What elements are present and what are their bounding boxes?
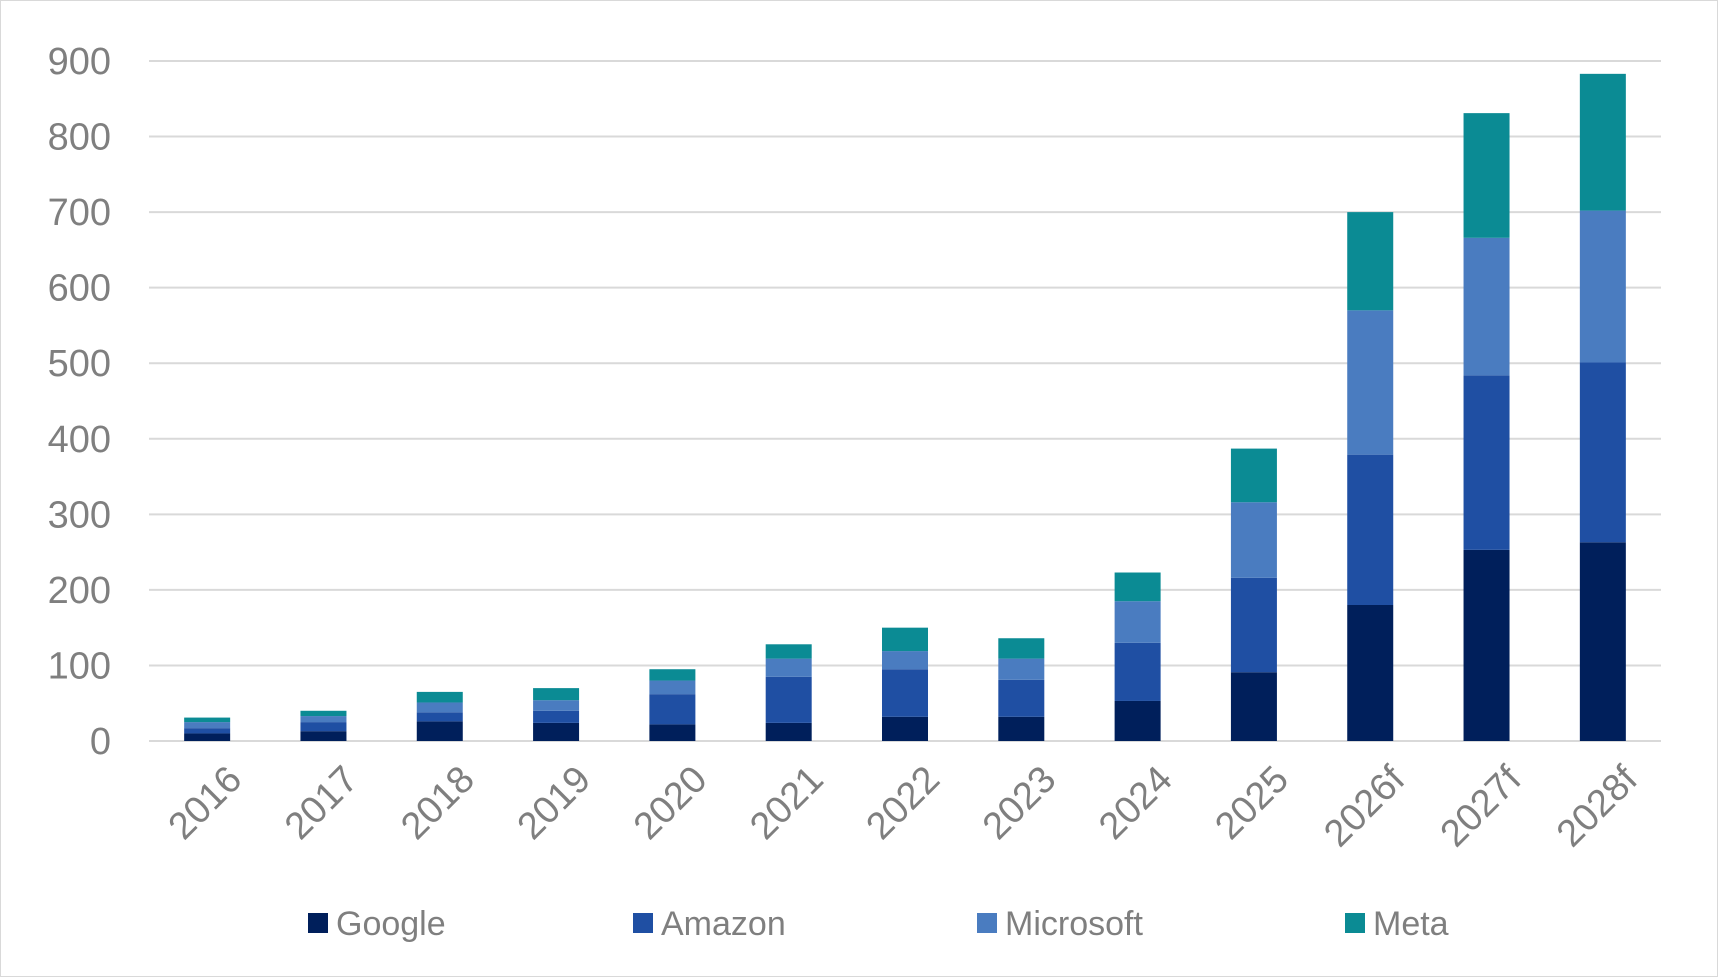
bar-microsoft-2016 xyxy=(184,722,231,729)
y-tick-label: 0 xyxy=(90,721,111,763)
legend-label: Amazon xyxy=(661,905,786,943)
bar-amazon-2019 xyxy=(533,710,580,723)
bar-amazon-2021 xyxy=(765,676,812,723)
bars xyxy=(184,73,1626,741)
bar-google-2025 xyxy=(1230,672,1277,741)
bar-google-2023 xyxy=(998,716,1045,741)
legend-item-microsoft: Microsoft xyxy=(977,905,1143,943)
bar-meta-2027f xyxy=(1463,113,1510,238)
bar-meta-2016 xyxy=(184,717,231,723)
bar-google-2024 xyxy=(1114,700,1161,741)
y-tick-label: 700 xyxy=(48,192,111,234)
bar-microsoft-2027f xyxy=(1463,237,1510,376)
bar-microsoft-2020 xyxy=(649,680,696,695)
bar-meta-2021 xyxy=(765,644,812,659)
bar-meta-2026f xyxy=(1347,212,1394,311)
bar-amazon-2026f xyxy=(1347,454,1394,605)
legend-swatch-amazon xyxy=(633,913,653,933)
x-tick-label: 2027f xyxy=(1433,758,1530,855)
bar-google-2021 xyxy=(765,722,812,741)
x-tick-label: 2028f xyxy=(1549,758,1646,855)
bar-meta-2017 xyxy=(300,710,347,717)
bar-google-2022 xyxy=(882,716,928,741)
x-tick-label: 2020 xyxy=(626,758,715,847)
bar-microsoft-2026f xyxy=(1347,310,1394,455)
legend-label: Google xyxy=(336,905,446,943)
x-tick-label: 2016 xyxy=(161,758,250,847)
gridlines xyxy=(149,60,1661,742)
x-axis-ticks: 2016 2017 2018 2019 2020 2021 2022 2023 2024 2025… xyxy=(161,758,1646,855)
bar-microsoft-2025 xyxy=(1230,502,1277,578)
y-tick-label: 800 xyxy=(48,117,111,159)
bar-amazon-2023 xyxy=(998,679,1045,717)
x-tick-label: 2019 xyxy=(510,758,599,847)
bar-amazon-2025 xyxy=(1230,577,1277,673)
bar-amazon-2028f xyxy=(1579,362,1626,543)
bar-google-2016 xyxy=(184,733,231,741)
bar-amazon-2020 xyxy=(649,694,696,725)
bar-amazon-2022 xyxy=(882,669,928,717)
x-tick-label: 2022 xyxy=(859,758,948,847)
bar-google-2028f xyxy=(1579,542,1626,741)
legend: Google Amazon Microsoft Meta xyxy=(308,905,1449,943)
legend-item-google: Google xyxy=(308,905,446,943)
bar-meta-2023 xyxy=(998,638,1045,659)
bar-meta-2019 xyxy=(533,688,580,701)
legend-swatch-google xyxy=(308,913,328,933)
x-tick-label: 2023 xyxy=(975,758,1064,847)
bar-microsoft-2022 xyxy=(882,651,928,670)
bar-meta-2024 xyxy=(1114,572,1161,602)
bar-amazon-2027f xyxy=(1463,375,1510,550)
bar-amazon-2024 xyxy=(1114,642,1161,701)
bar-meta-2025 xyxy=(1230,448,1277,503)
x-tick-label: 2025 xyxy=(1207,758,1296,847)
bar-google-2026f xyxy=(1347,605,1394,741)
bar-amazon-2018 xyxy=(416,712,463,722)
bar-google-2027f xyxy=(1463,549,1510,741)
bar-google-2020 xyxy=(649,724,696,741)
bar-amazon-2016 xyxy=(184,728,231,734)
legend-item-amazon: Amazon xyxy=(633,905,786,943)
y-tick-label: 500 xyxy=(48,343,111,385)
y-tick-label: 300 xyxy=(48,494,111,536)
legend-item-meta: Meta xyxy=(1345,905,1449,943)
y-axis-ticks: 0 100 200 300 400 500 600 700 800 900 xyxy=(48,41,111,763)
bar-google-2018 xyxy=(416,721,463,741)
y-tick-label: 400 xyxy=(48,419,111,461)
bar-google-2017 xyxy=(300,731,347,741)
bar-google-2019 xyxy=(533,722,580,741)
x-tick-label: 2017 xyxy=(277,758,366,847)
bar-meta-2022 xyxy=(882,627,928,652)
bar-microsoft-2021 xyxy=(765,658,812,677)
bar-meta-2028f xyxy=(1579,73,1626,211)
y-tick-label: 200 xyxy=(48,570,111,612)
legend-swatch-meta xyxy=(1345,913,1365,933)
y-tick-label: 100 xyxy=(48,645,111,687)
bar-microsoft-2023 xyxy=(998,658,1045,680)
bar-microsoft-2017 xyxy=(300,716,347,723)
bar-microsoft-2024 xyxy=(1114,601,1161,643)
x-tick-label: 2021 xyxy=(742,758,831,847)
legend-label: Meta xyxy=(1373,905,1449,943)
x-tick-label: 2018 xyxy=(393,758,482,847)
bar-microsoft-2018 xyxy=(416,702,463,713)
legend-swatch-microsoft xyxy=(977,913,997,933)
bar-amazon-2017 xyxy=(300,722,347,732)
x-tick-label: 2026f xyxy=(1316,758,1413,855)
bar-microsoft-2019 xyxy=(533,700,580,711)
legend-label: Microsoft xyxy=(1005,905,1143,943)
bar-meta-2020 xyxy=(649,669,696,681)
bar-meta-2018 xyxy=(416,691,463,703)
y-tick-label: 900 xyxy=(48,41,111,83)
bar-microsoft-2028f xyxy=(1579,210,1626,363)
x-tick-label: 2024 xyxy=(1091,758,1180,847)
y-tick-label: 600 xyxy=(48,268,111,310)
